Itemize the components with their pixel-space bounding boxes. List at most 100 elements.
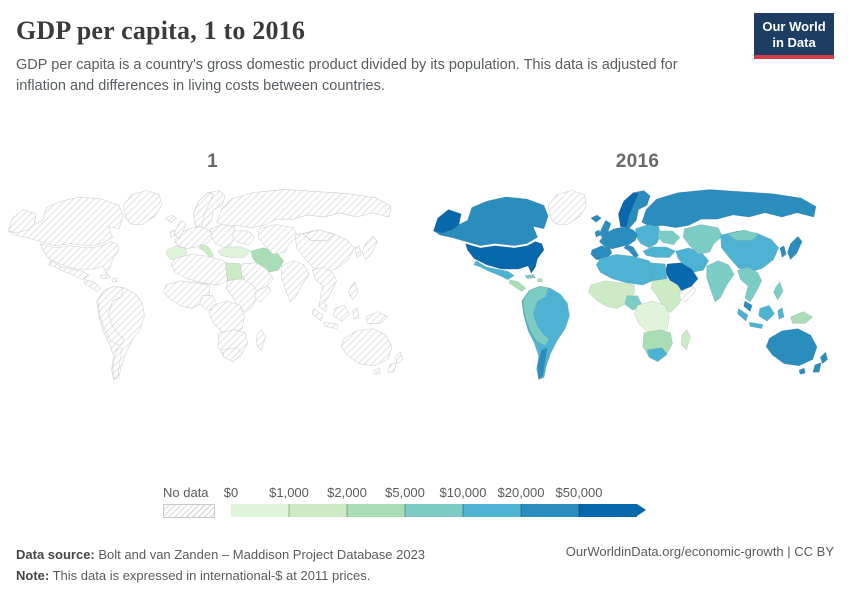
region-turkey[interactable] bbox=[217, 246, 252, 258]
region-java[interactable] bbox=[748, 322, 764, 329]
region-norway[interactable] bbox=[618, 192, 639, 227]
region-alaska[interactable] bbox=[8, 209, 37, 234]
region-uk-ireland[interactable] bbox=[594, 219, 612, 239]
legend-segment[interactable] bbox=[521, 504, 579, 518]
region-mexico[interactable] bbox=[473, 260, 515, 281]
region-philippines[interactable] bbox=[773, 281, 784, 301]
region-east-africa[interactable] bbox=[651, 278, 684, 314]
region-sumatra[interactable] bbox=[737, 308, 749, 322]
region-central-asia[interactable] bbox=[257, 224, 298, 255]
region-chile[interactable] bbox=[112, 347, 123, 380]
region-sumatra[interactable] bbox=[312, 308, 324, 322]
region-ukraine[interactable] bbox=[657, 230, 681, 245]
footer-link[interactable]: OurWorldinData.org/economic-growth | CC … bbox=[565, 543, 834, 559]
region-tasmania[interactable] bbox=[373, 367, 381, 375]
region-egypt[interactable] bbox=[650, 262, 668, 282]
owid-logo[interactable]: Our World in Data bbox=[754, 13, 834, 60]
region-russia[interactable] bbox=[216, 189, 392, 228]
region-chile[interactable] bbox=[537, 347, 548, 379]
region-andes[interactable] bbox=[97, 285, 125, 346]
region-java[interactable] bbox=[323, 321, 339, 329]
region-hispaniola[interactable] bbox=[537, 278, 543, 283]
legend-tick-label: $1,000 bbox=[269, 485, 309, 501]
region-europe-east[interactable] bbox=[210, 224, 237, 249]
region-canada[interactable] bbox=[433, 196, 549, 246]
region-japan[interactable] bbox=[362, 235, 378, 261]
owid-logo-line1: Our World bbox=[762, 19, 826, 34]
region-korea[interactable] bbox=[354, 245, 362, 258]
region-uk-ireland[interactable] bbox=[169, 219, 187, 239]
region-india[interactable] bbox=[706, 260, 735, 303]
legend-no-data[interactable]: No data bbox=[163, 485, 215, 521]
legend-segment[interactable] bbox=[347, 504, 405, 518]
region-australia[interactable] bbox=[765, 328, 818, 367]
region-central-africa[interactable] bbox=[634, 300, 670, 336]
world-map[interactable] bbox=[0, 182, 425, 389]
region-usa[interactable] bbox=[465, 241, 545, 274]
region-alaska[interactable] bbox=[433, 209, 462, 234]
region-levant-iran[interactable] bbox=[675, 247, 709, 273]
region-norway[interactable] bbox=[193, 192, 214, 227]
region-greenland[interactable] bbox=[547, 190, 587, 225]
region-australia[interactable] bbox=[340, 328, 393, 367]
region-korea[interactable] bbox=[779, 245, 787, 258]
region-hispaniola[interactable] bbox=[112, 278, 118, 283]
region-south-africa[interactable] bbox=[646, 347, 668, 362]
region-greenland[interactable] bbox=[122, 190, 162, 225]
no-data-swatch[interactable] bbox=[163, 504, 215, 519]
legend-segment[interactable] bbox=[463, 504, 521, 518]
region-se-asia[interactable] bbox=[737, 266, 763, 303]
legend-segment[interactable] bbox=[579, 504, 637, 518]
region-borneo[interactable] bbox=[333, 304, 350, 322]
region-somalia[interactable] bbox=[679, 285, 697, 303]
region-ukraine[interactable] bbox=[232, 230, 256, 246]
region-borneo[interactable] bbox=[758, 305, 775, 322]
region-philippines[interactable] bbox=[348, 281, 359, 301]
region-malaysia[interactable] bbox=[743, 300, 753, 313]
region-egypt[interactable] bbox=[225, 262, 243, 282]
region-europe-west[interactable] bbox=[598, 226, 638, 250]
region-papua[interactable] bbox=[790, 311, 814, 324]
region-east-africa[interactable] bbox=[226, 278, 259, 314]
region-papua[interactable] bbox=[365, 311, 389, 324]
legend-segment[interactable] bbox=[405, 504, 463, 518]
region-turkey[interactable] bbox=[642, 246, 677, 258]
region-somalia[interactable] bbox=[254, 285, 272, 303]
region-mexico[interactable] bbox=[48, 260, 90, 281]
region-new-zealand[interactable] bbox=[387, 351, 403, 373]
region-sulawesi[interactable] bbox=[352, 306, 360, 320]
map-panel-year-2016[interactable]: 2016 bbox=[425, 151, 850, 389]
region-iceland[interactable] bbox=[590, 214, 602, 223]
region-mongolia[interactable] bbox=[302, 229, 335, 241]
region-central-america[interactable] bbox=[83, 279, 102, 292]
region-north-africa[interactable] bbox=[170, 254, 228, 286]
region-europe-east[interactable] bbox=[635, 224, 662, 249]
region-new-zealand[interactable] bbox=[812, 351, 828, 373]
region-north-africa[interactable] bbox=[595, 254, 653, 286]
region-madagascar[interactable] bbox=[680, 329, 691, 351]
legend-segment[interactable] bbox=[231, 504, 289, 518]
region-usa[interactable] bbox=[39, 241, 120, 274]
region-japan[interactable] bbox=[787, 235, 803, 260]
region-russia[interactable] bbox=[641, 189, 817, 228]
region-madagascar[interactable] bbox=[255, 329, 266, 351]
region-mongolia[interactable] bbox=[727, 229, 760, 241]
region-central-asia[interactable] bbox=[682, 224, 723, 255]
region-sulawesi[interactable] bbox=[777, 307, 785, 320]
region-tasmania[interactable] bbox=[798, 367, 806, 375]
region-india[interactable] bbox=[281, 260, 310, 303]
legend-boundary-tick bbox=[578, 504, 580, 518]
world-map[interactable] bbox=[425, 182, 850, 389]
region-south-africa[interactable] bbox=[221, 347, 243, 362]
region-cuba[interactable] bbox=[524, 274, 536, 279]
legend-segment[interactable] bbox=[289, 504, 347, 518]
region-central-america[interactable] bbox=[508, 279, 527, 292]
region-andes[interactable] bbox=[522, 285, 550, 346]
region-europe-west[interactable] bbox=[173, 226, 213, 250]
map-panel-year-1[interactable]: 1 bbox=[0, 151, 425, 389]
region-central-africa[interactable] bbox=[209, 300, 245, 336]
region-malaysia[interactable] bbox=[318, 300, 328, 313]
region-cuba[interactable] bbox=[99, 274, 111, 280]
region-iceland[interactable] bbox=[165, 214, 177, 223]
region-se-asia[interactable] bbox=[312, 266, 338, 303]
